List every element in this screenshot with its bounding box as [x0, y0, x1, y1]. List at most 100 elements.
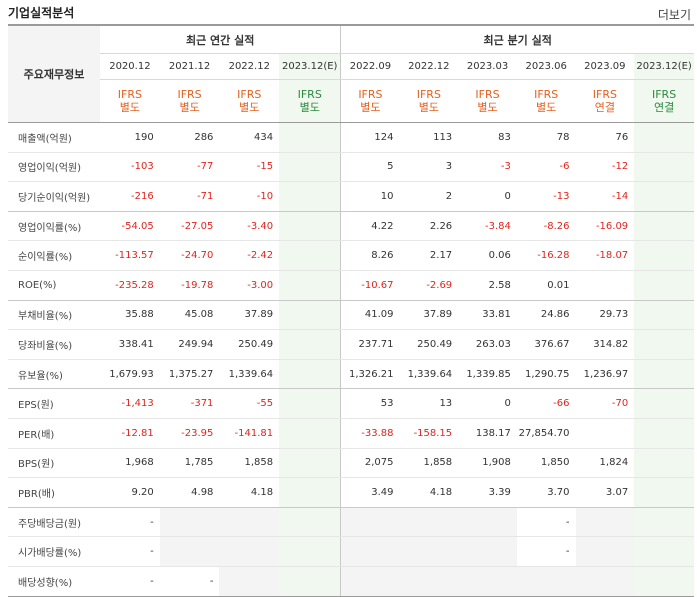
value-cell: 263.03	[458, 329, 517, 360]
value-cell: 0.06	[458, 240, 517, 271]
value-cell	[279, 270, 341, 301]
value-cell: 190	[100, 122, 160, 153]
value-cell: -141.81	[219, 418, 280, 449]
row-label: 영업이익(억원)	[8, 152, 101, 183]
table-row: EPS(원) -1,413 -371 -55 53 13 0 -66 -70	[8, 388, 694, 419]
value-cell	[279, 152, 341, 183]
value-cell	[575, 270, 635, 301]
period-header: 2023.06	[516, 53, 576, 80]
basis-standard: IFRS	[297, 88, 322, 101]
value-cell: 1,339.64	[399, 359, 459, 390]
value-cell: 27,854.70	[516, 418, 576, 449]
value-cell	[634, 507, 694, 538]
value-cell: 1,290.75	[516, 359, 576, 390]
value-cell	[575, 566, 635, 597]
row-label: 당좌비율(%)	[8, 329, 101, 360]
value-cell	[279, 211, 341, 242]
value-cell: 237.71	[340, 329, 400, 360]
value-cell	[399, 566, 459, 597]
value-cell: -158.15	[399, 418, 459, 449]
section-header: 기업실적분석 더보기	[0, 0, 697, 24]
value-cell	[279, 536, 341, 567]
financial-table: 주요재무정보 최근 연간 실적 최근 분기 실적 2020.12 2021.12 2…	[8, 24, 694, 597]
value-cell	[634, 477, 694, 508]
basis-scope: 별도	[477, 101, 498, 114]
value-cell: -10	[219, 181, 280, 212]
table-row: 당기순이익(억원) -216 -71 -10 10 2 0 -13 -14	[8, 181, 694, 212]
row-label: 시가배당률(%)	[8, 536, 101, 567]
basis-header: IFRS 별도	[516, 79, 576, 123]
table-row: BPS(원) 1,968 1,785 1,858 2,075 1,858 1,908 1,85…	[8, 448, 694, 479]
value-cell	[575, 418, 635, 449]
row-label: 배당성향(%)	[8, 566, 101, 597]
value-cell	[340, 507, 400, 538]
period-header: 2023.12(E)	[279, 53, 341, 80]
value-cell	[634, 388, 694, 419]
value-cell: -13	[516, 181, 576, 212]
value-cell	[634, 152, 694, 183]
value-cell	[219, 507, 280, 538]
value-cell: 45.08	[159, 300, 220, 331]
value-cell: 2,075	[340, 448, 400, 479]
value-cell: 35.88	[100, 300, 160, 331]
value-cell	[634, 418, 694, 449]
value-cell: -77	[159, 152, 220, 183]
period-header: 2023.12(E)	[634, 53, 694, 80]
value-cell: 124	[340, 122, 400, 153]
table-row: 시가배당률(%) - -	[8, 536, 694, 567]
value-cell: -3.84	[458, 211, 517, 242]
basis-scope: 별도	[418, 101, 439, 114]
value-cell: 3.07	[575, 477, 635, 508]
basis-header: IFRS 별도	[458, 79, 517, 123]
value-cell: 249.94	[159, 329, 220, 360]
value-cell	[575, 536, 635, 567]
period-header: 2023.09	[575, 53, 635, 80]
basis-header: IFRS 별도	[340, 79, 400, 123]
value-cell	[634, 240, 694, 271]
value-cell: -18.07	[575, 240, 635, 271]
basis-scope: 연결	[653, 101, 675, 114]
more-link[interactable]: 더보기	[657, 8, 691, 22]
basis-standard: IFRS	[117, 88, 142, 101]
value-cell: 1,858	[399, 448, 459, 479]
basis-header: IFRS 별도	[399, 79, 459, 123]
table-row: PBR(배) 9.20 4.98 4.18 3.49 4.18 3.39 3.70 3.07	[8, 477, 694, 508]
row-label: 매출액(억원)	[8, 122, 101, 153]
basis-standard: IFRS	[475, 88, 500, 101]
value-cell: -10.67	[340, 270, 400, 301]
value-cell: 5	[340, 152, 400, 183]
row-label: PER(배)	[8, 418, 101, 449]
value-cell: -3.00	[219, 270, 280, 301]
value-cell: -3	[458, 152, 517, 183]
period-header: 2022.09	[340, 53, 400, 80]
row-label: PBR(배)	[8, 477, 101, 508]
value-cell: 250.49	[399, 329, 459, 360]
row-label: EPS(원)	[8, 388, 101, 419]
value-cell: -103	[100, 152, 160, 183]
value-cell: -	[516, 507, 576, 538]
value-cell	[458, 507, 517, 538]
value-cell	[279, 448, 341, 479]
value-cell	[634, 270, 694, 301]
period-header: 2023.03	[458, 53, 517, 80]
value-cell: -2.42	[219, 240, 280, 271]
value-cell: 1,679.93	[100, 359, 160, 390]
value-cell	[458, 566, 517, 597]
value-cell: -2.69	[399, 270, 459, 301]
value-cell	[399, 507, 459, 538]
basis-standard: IFRS	[416, 88, 441, 101]
value-cell	[575, 507, 635, 538]
value-cell: 0.01	[516, 270, 576, 301]
value-cell: 2.17	[399, 240, 459, 271]
value-cell: 78	[516, 122, 576, 153]
value-cell: -3.40	[219, 211, 280, 242]
value-cell	[634, 329, 694, 360]
value-cell	[159, 536, 220, 567]
value-cell: 1,850	[516, 448, 576, 479]
value-cell: 1,375.27	[159, 359, 220, 390]
value-cell: -14	[575, 181, 635, 212]
basis-scope: 연결	[594, 101, 615, 114]
row-label: ROE(%)	[8, 270, 101, 301]
basis-header: IFRS 연결	[575, 79, 635, 123]
value-cell: 3.49	[340, 477, 400, 508]
